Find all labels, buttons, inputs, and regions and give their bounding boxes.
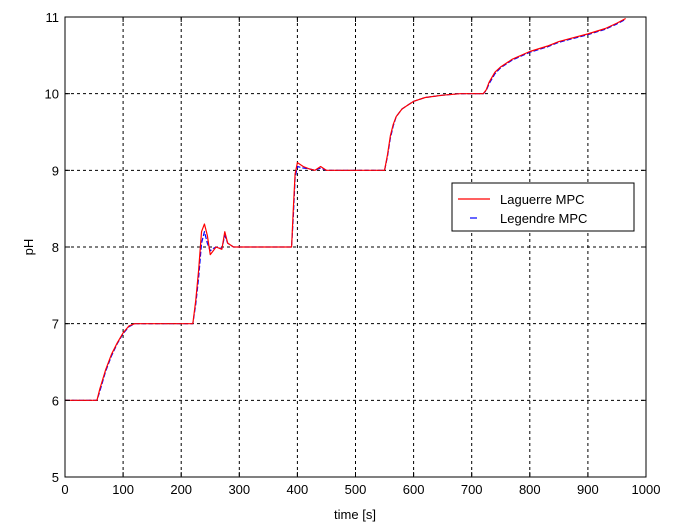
x-tick-label: 700 [461,482,483,497]
x-tick-label: 0 [61,482,68,497]
y-tick-label: 10 [45,87,59,102]
y-axis-label: pH [21,239,36,256]
x-tick-label: 300 [228,482,250,497]
y-tick-label: 7 [52,317,59,332]
series-layer [65,17,626,401]
series-line-laguerre [65,17,626,401]
x-tick-label: 500 [345,482,367,497]
x-tick-label: 100 [112,482,134,497]
legend-box [451,182,635,232]
legend-label-legendre: Legendre MPC [500,211,587,226]
x-axis-label: time [s] [334,507,376,522]
x-tick-label: 800 [519,482,541,497]
tick-labels: 0 100 200 300 400 500 600 700 800 900 1000 5 6 7 8 9 10 1… [45,10,661,497]
x-tick-label: 400 [287,482,309,497]
y-tick-label: 6 [52,393,59,408]
legend: Laguerre MPC Legendre MPC [451,182,635,232]
x-tick-label: 600 [403,482,425,497]
y-tick-label: 9 [52,163,59,178]
y-tick-label: 5 [52,470,59,485]
x-tick-label: 1000 [632,482,661,497]
x-tick-label: 900 [577,482,599,497]
ticks [64,16,647,478]
legend-label-laguerre: Laguerre MPC [500,192,585,207]
x-tick-label: 200 [170,482,192,497]
y-tick-label: 11 [46,10,60,25]
y-tick-label: 8 [52,240,59,255]
